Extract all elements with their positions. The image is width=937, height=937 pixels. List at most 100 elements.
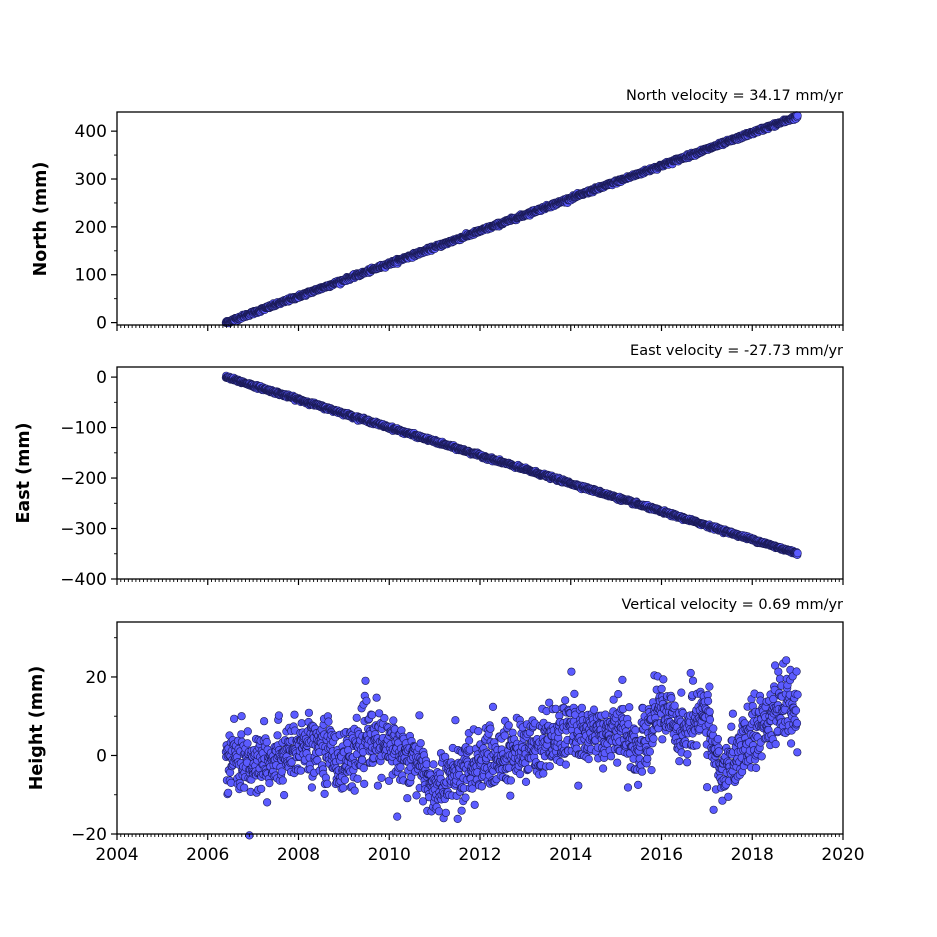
data-point	[340, 775, 350, 785]
data-point	[521, 777, 531, 787]
data-point	[393, 812, 402, 821]
y-tick-label: 300	[75, 170, 107, 190]
data-point	[373, 781, 383, 790]
data-point	[372, 693, 381, 702]
data-point	[339, 783, 348, 793]
data-point	[290, 710, 299, 719]
height-velocity-title: Vertical velocity = 0.69 mm/yr	[622, 597, 844, 613]
data-point	[360, 779, 369, 789]
data-point	[506, 776, 516, 785]
data-point	[230, 714, 239, 723]
y-tick-label: 0	[96, 314, 107, 334]
y-tick-label: 400	[75, 122, 107, 142]
data-point	[793, 111, 802, 120]
data-point	[243, 739, 252, 748]
data-point	[451, 716, 460, 725]
data-point	[429, 760, 438, 769]
data-point	[488, 702, 498, 712]
y-tick-label: −100	[60, 419, 107, 439]
east-ylabel: East (mm)	[14, 422, 34, 523]
data-point	[278, 776, 287, 785]
height-panel: Vertical velocity = 0.69 mm/yr Height (m…	[27, 597, 865, 865]
data-point	[277, 767, 286, 776]
data-point	[296, 766, 305, 775]
y-tick-label: 0	[96, 368, 107, 388]
data-point	[389, 716, 398, 725]
data-point	[396, 762, 405, 772]
data-point	[403, 794, 412, 803]
y-tick-label: 200	[75, 218, 107, 238]
east-axes-frame	[116, 366, 844, 580]
data-point	[515, 769, 525, 779]
data-point	[412, 791, 421, 800]
data-point	[457, 806, 466, 815]
data-point	[262, 737, 271, 747]
north-points	[221, 111, 802, 328]
y-tick-label: 100	[75, 266, 107, 286]
data-point	[470, 800, 479, 809]
y-tick-label: −200	[60, 469, 107, 489]
north-ylabel: North (mm)	[31, 162, 51, 277]
data-point	[304, 708, 314, 717]
data-point	[324, 717, 333, 726]
data-point	[506, 791, 515, 800]
data-point	[367, 710, 377, 720]
data-point	[307, 783, 317, 792]
data-point	[320, 789, 329, 799]
data-point	[539, 769, 548, 778]
data-point	[504, 721, 513, 730]
y-tick-label: −300	[60, 520, 107, 540]
height-plot-area: 2004 2006 2008 2010 2012 2014 2016 2018 2020−200…	[71, 621, 865, 865]
north-velocity-title: North velocity = 34.17 mm/yr	[626, 88, 843, 104]
data-point	[415, 711, 424, 720]
data-point	[422, 760, 431, 769]
east-y-ticks: 0 −100 −200 −300 −400	[60, 368, 117, 590]
y-tick-label: −400	[60, 570, 107, 590]
east-panel: East velocity = -27.73 mm/yr East (mm) 0…	[14, 343, 844, 590]
data-point	[243, 727, 252, 736]
data-point	[477, 782, 487, 791]
east-plot-area: 0 −100 −200 −300 −400	[60, 366, 844, 590]
data-point	[353, 774, 362, 783]
data-point	[453, 814, 462, 824]
data-point	[361, 676, 370, 685]
east-points	[221, 371, 802, 560]
data-point	[350, 786, 359, 795]
data-point	[260, 717, 269, 726]
data-point	[380, 713, 389, 723]
data-point	[561, 696, 570, 705]
data-point	[434, 807, 444, 816]
data-point	[486, 724, 495, 733]
north-plot-area: 0 100 200 300 400	[75, 111, 844, 334]
data-point	[352, 713, 361, 722]
data-point	[297, 719, 306, 728]
data-point	[551, 704, 560, 713]
data-point	[280, 790, 289, 800]
data-point	[240, 783, 249, 792]
north-y-ticks: 0 100 200 300 400	[75, 122, 117, 334]
data-point	[362, 696, 371, 705]
data-point	[465, 736, 474, 745]
data-point	[274, 711, 284, 720]
data-point	[358, 755, 367, 765]
north-panel: North velocity = 34.17 mm/yr North (mm) …	[31, 88, 844, 334]
data-point	[500, 731, 509, 740]
height-ylabel: Height (mm)	[27, 666, 47, 790]
data-point	[441, 808, 451, 817]
data-point	[545, 762, 554, 771]
data-point	[273, 731, 282, 740]
data-point	[263, 798, 272, 807]
data-point	[567, 667, 576, 676]
data-point	[224, 788, 233, 797]
data-point	[257, 784, 266, 794]
data-point	[416, 739, 425, 748]
data-point	[265, 778, 274, 788]
height-points	[221, 656, 802, 840]
east-x-ticks	[116, 579, 844, 585]
data-point	[474, 726, 483, 736]
data-point	[323, 779, 332, 788]
data-point	[377, 773, 386, 783]
data-point	[793, 548, 802, 558]
data-point	[561, 760, 571, 769]
data-point	[237, 712, 246, 721]
